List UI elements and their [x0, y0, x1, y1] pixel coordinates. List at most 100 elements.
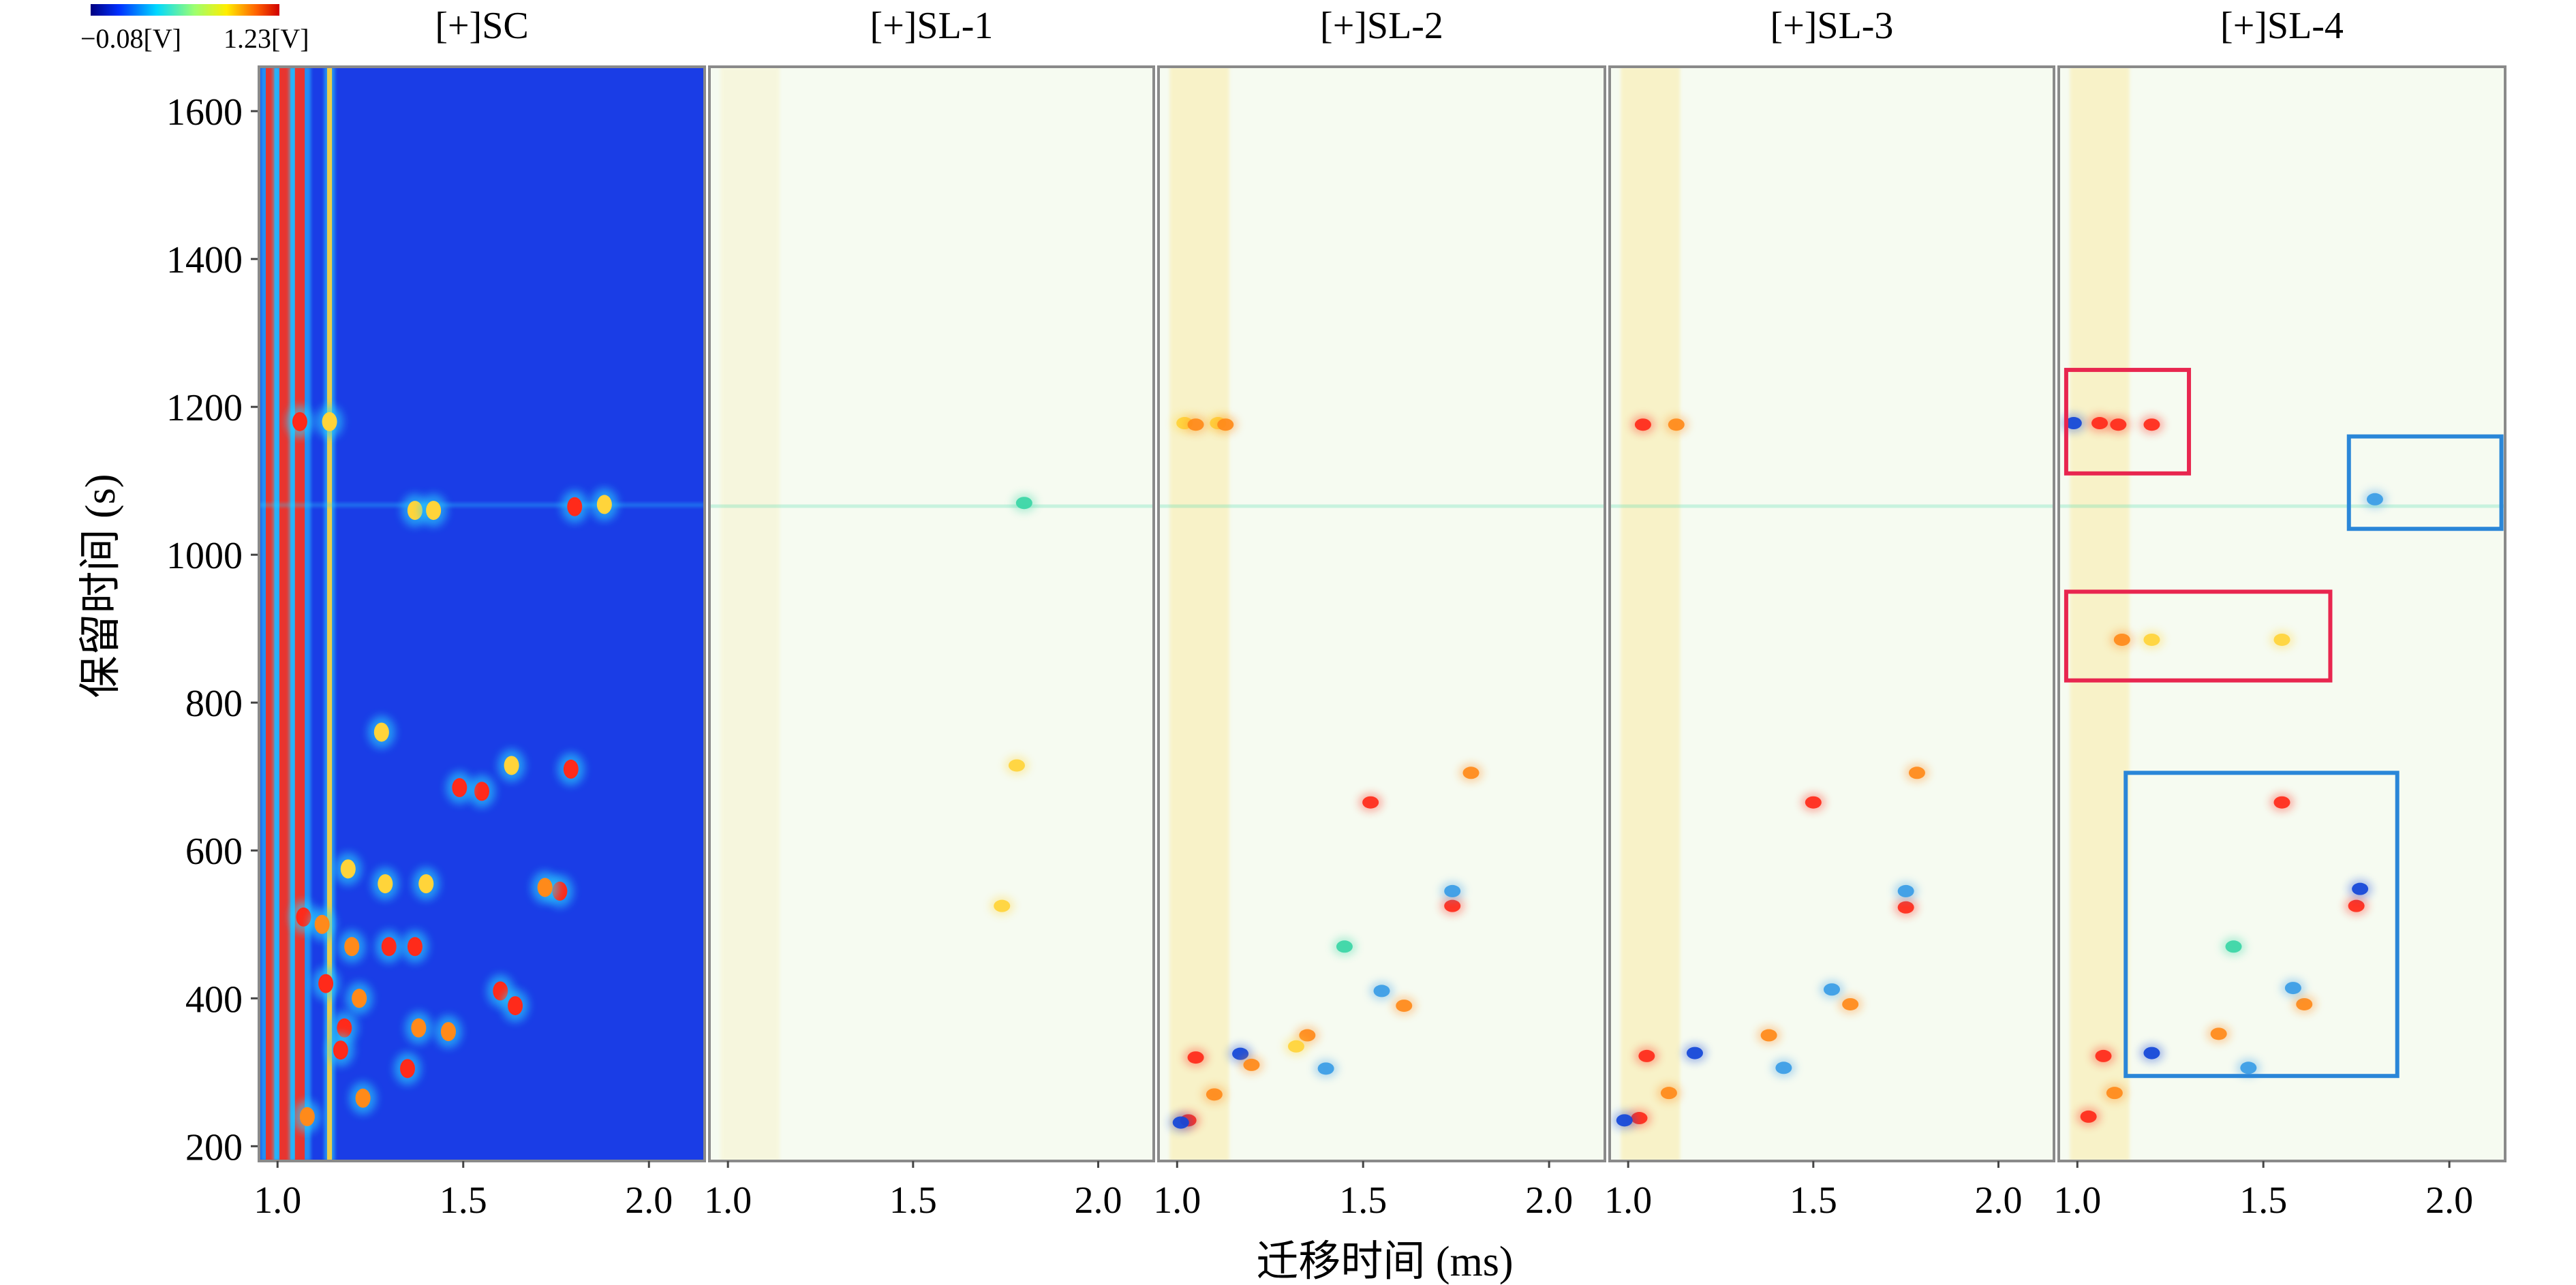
diff-spot: [2080, 1110, 2097, 1123]
diff-spot: [2113, 633, 2130, 646]
diff-spot: [1444, 899, 1461, 912]
y-tick-label: 200: [185, 1126, 243, 1168]
x-axis-label: 迁移时间 (ms): [1256, 1239, 1513, 1285]
sc-spot: [337, 1018, 352, 1038]
red-annotation-box: [2064, 367, 2192, 476]
sc-spot: [292, 412, 307, 431]
panel-plot-area: [1610, 67, 2054, 1161]
y-tick-label: 800: [185, 683, 243, 725]
y-tick-label: 1000: [166, 535, 243, 577]
x-tick-label: 1.5: [440, 1179, 487, 1222]
panel-border: [2057, 65, 2506, 1162]
reactant-ion-core: [326, 67, 333, 1161]
horizontal-streak: [1159, 504, 1605, 508]
reactant-ion-band: [2070, 67, 2130, 1161]
sc-spot: [322, 412, 337, 431]
horizontal-streak: [259, 503, 705, 508]
diff-spot: [1842, 997, 1859, 1010]
diff-spot: [1444, 884, 1461, 897]
panel-title: [+]SL-4: [2220, 5, 2344, 47]
y-axis-label: 保留时间 (s): [78, 474, 124, 698]
diff-spot: [1396, 1000, 1413, 1012]
x-ticks: 1.0 1.5 2.0 1.0 1.5 2.0 1.0 1.5 2.0 1.0 1.5 2.0 1.0 1…: [254, 1161, 2473, 1222]
panel-plot-area: [1159, 67, 1605, 1161]
reactant-ion-band: [720, 67, 780, 1161]
colorbar-min-label: −0.08[V]: [80, 23, 181, 54]
y-tick-label: 1200: [166, 387, 243, 429]
y-tick-label: 600: [185, 831, 243, 873]
horizontal-streak: [2059, 504, 2505, 508]
sc-spot: [411, 1018, 427, 1038]
diff-spot: [1299, 1029, 1316, 1042]
sc-spot: [400, 1059, 415, 1079]
diff-spot: [2273, 633, 2290, 646]
x-tick-label: 1.5: [889, 1179, 937, 1222]
diff-spot: [1668, 418, 1685, 431]
sc-spot: [563, 759, 579, 779]
sc-spot: [407, 501, 423, 521]
diff-spot: [1217, 418, 1234, 431]
diff-spot: [2366, 493, 2383, 506]
x-tick-label: 1.5: [1790, 1179, 1837, 1222]
sc-spot: [426, 501, 442, 521]
diff-spot: [994, 899, 1011, 912]
reactant-ion-core: [266, 67, 275, 1161]
x-tick-label: 1.5: [2239, 1179, 2287, 1222]
diff-spot: [1908, 767, 1925, 779]
diff-spot: [2106, 1087, 2123, 1100]
panel-title: [+]SL-2: [1320, 5, 1443, 47]
sc-spot: [340, 859, 356, 879]
sc-spot: [314, 914, 330, 934]
colorbar-max-label: 1.23[V]: [224, 23, 309, 54]
diff-spot: [1206, 1088, 1223, 1101]
diff-spot: [1187, 1051, 1204, 1064]
diff-spot: [1897, 884, 1914, 897]
diff-spot: [2273, 796, 2290, 809]
diff-spot: [1824, 983, 1840, 996]
diff-spot: [1187, 418, 1204, 431]
sc-spot: [333, 1040, 348, 1060]
panel-4: [+]SL-3: [1608, 5, 2055, 1162]
horizontal-streak: [1610, 504, 2054, 508]
panel-1: [+]SC: [258, 5, 706, 1162]
sc-spot: [407, 937, 423, 957]
x-tick-label: 2.0: [1525, 1179, 1573, 1222]
horizontal-streak: [709, 504, 1154, 508]
reactant-ion-band: [1169, 67, 1229, 1161]
sc-spot: [373, 722, 389, 742]
y-tick-label: 1400: [166, 239, 243, 281]
panel-border: [258, 65, 706, 1162]
diff-spot: [1462, 767, 1479, 779]
y-tick-label: 400: [185, 978, 243, 1021]
diff-spot: [1660, 1087, 1677, 1100]
panel-background: [1159, 67, 1605, 1161]
y-tick-label: 1600: [166, 91, 243, 134]
x-tick-label: 1.5: [1339, 1179, 1387, 1222]
panel-background: [709, 67, 1154, 1161]
x-tick-label: 2.0: [625, 1179, 673, 1222]
x-tick-label: 1.0: [1604, 1179, 1652, 1222]
sc-spot: [299, 1106, 315, 1126]
sc-spot: [493, 981, 508, 1001]
diff-spot: [1172, 1116, 1189, 1129]
panel-border: [708, 65, 1155, 1162]
x-tick-label: 2.0: [2425, 1179, 2473, 1222]
diff-spot: [2225, 940, 2242, 953]
sc-spot: [504, 756, 519, 775]
diff-spot: [1336, 940, 1353, 953]
colorbar: −0.08[V] 1.23[V]: [80, 4, 309, 54]
diff-spot: [1616, 1114, 1633, 1127]
x-tick-label: 2.0: [1075, 1179, 1122, 1222]
sc-spot: [378, 874, 393, 894]
reactant-ion-band: [1621, 67, 1681, 1161]
panels: [+]SC [+]SL-1 [+]SL-2 [+]SL-3 [+]SL-4: [258, 5, 2506, 1162]
diff-spot: [2352, 882, 2369, 895]
diff-spot: [2095, 1049, 2112, 1062]
sc-spot: [296, 907, 311, 927]
diff-spot: [1775, 1062, 1792, 1074]
diff-spot: [1805, 796, 1822, 809]
panel-title: [+]SL-1: [870, 5, 994, 47]
diff-spot: [2110, 418, 2127, 431]
x-tick-label: 1.0: [1153, 1179, 1201, 1222]
diff-spot: [2143, 418, 2160, 431]
